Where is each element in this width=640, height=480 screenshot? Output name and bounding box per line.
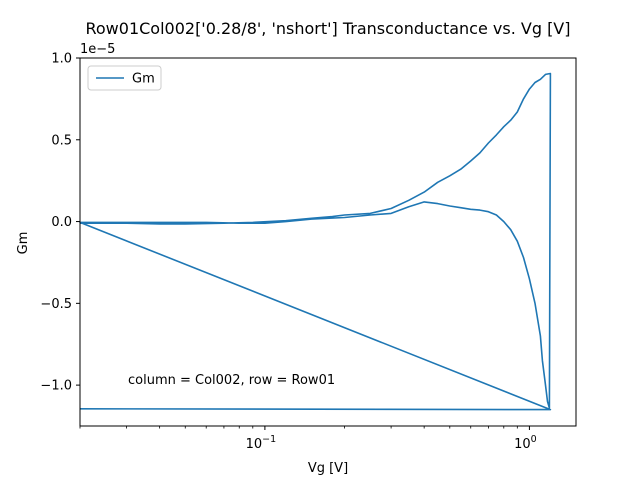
y-tick-label-4: −1.0 [40,379,72,394]
y-tick-label-1: 0.5 [51,133,72,148]
legend-box [87,65,162,91]
series-line-0 [79,72,552,411]
legend-label-0: Gm [132,72,155,87]
axes-frame [79,57,577,427]
chart-annotation: column = Col002, row = Row01 [128,373,335,388]
y-offset-text: 1e−5 [80,42,115,57]
chart-title: Row01Col002['0.28/8', 'nshort'] Transcon… [85,19,570,38]
y-tick-label-3: −0.5 [40,297,72,312]
y-tick-label-2: 0.0 [51,215,72,230]
y-axis-label: Gm [16,232,31,255]
y-tick-label-0: 1.0 [51,52,72,67]
x-axis-label: Vg [V] [308,461,348,476]
